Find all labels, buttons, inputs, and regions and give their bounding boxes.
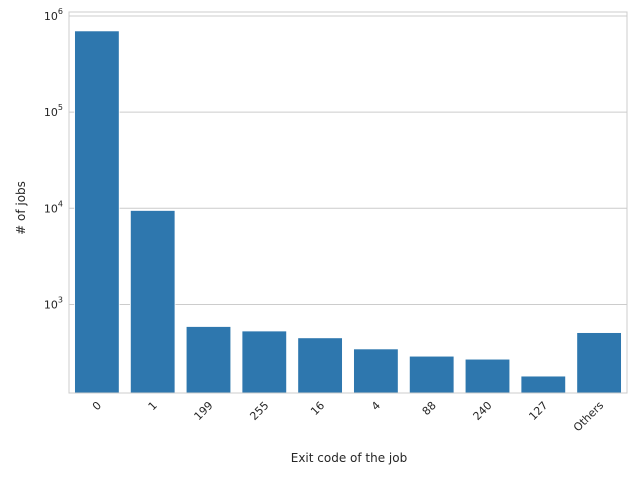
y-tick-base: 10 <box>44 298 58 311</box>
x-tick-label: 255 <box>247 399 271 423</box>
bar <box>129 210 176 394</box>
y-tick-exponent: 3 <box>58 295 63 304</box>
bar <box>241 330 288 394</box>
y-tick-label: 103 <box>44 295 63 311</box>
x-tick-label: 127 <box>526 399 550 423</box>
y-tick-exponent: 4 <box>58 199 63 208</box>
y-tick-base: 10 <box>44 202 58 215</box>
bar <box>74 30 120 394</box>
x-tick-label: 240 <box>471 399 495 423</box>
y-tick-base: 10 <box>44 106 58 119</box>
x-axis-label: Exit code of the job <box>291 451 407 465</box>
bar <box>464 358 511 394</box>
y-tick-label: 104 <box>44 199 63 215</box>
y-tick-label: 105 <box>44 103 63 119</box>
y-gridlines <box>69 15 627 305</box>
x-tick-label: 1 <box>146 399 160 413</box>
bar <box>353 348 399 394</box>
x-tick-labels: 0 1 199 255 16 4 88 240 127 Others <box>90 399 607 435</box>
x-tick-label: 4 <box>369 399 383 413</box>
bar <box>408 355 455 394</box>
y-tick-base: 10 <box>44 10 58 23</box>
plot-frame <box>68 11 628 394</box>
y-tick-exponent: 5 <box>58 103 63 112</box>
x-tick-label: Others <box>571 399 607 435</box>
bar <box>520 375 567 394</box>
y-tick-label: 106 <box>44 7 63 23</box>
x-tick-label: 88 <box>420 399 439 418</box>
bars <box>74 30 622 394</box>
y-tick-exponent: 6 <box>58 7 63 16</box>
y-axis-label: # of jobs <box>14 181 28 235</box>
bar <box>576 332 622 394</box>
x-tick-label: 16 <box>308 399 327 418</box>
bar <box>297 337 343 394</box>
x-tick-label: 199 <box>192 399 216 423</box>
bar <box>185 326 232 394</box>
x-tick-label: 0 <box>90 399 104 413</box>
